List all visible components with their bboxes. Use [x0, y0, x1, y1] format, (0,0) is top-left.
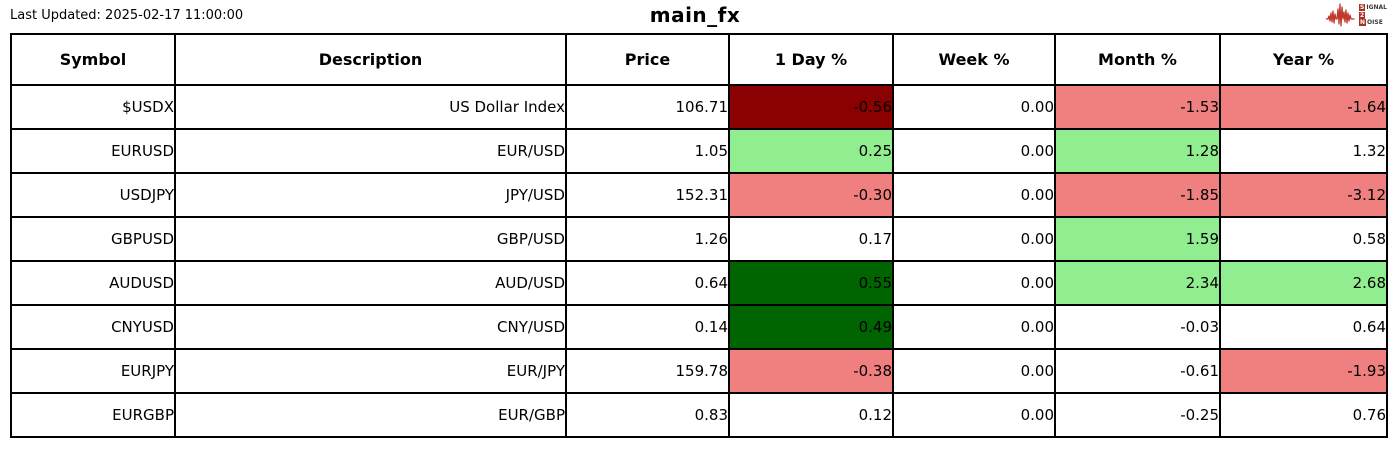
cell-month-pct: -0.61 — [1054, 348, 1221, 394]
cell-month-pct: -0.03 — [1054, 304, 1221, 350]
cell-description: JPY/USD — [174, 172, 567, 218]
logo-text: S IGNAL 2 N OISE — [1359, 4, 1387, 27]
cell-week-pct: 0.00 — [892, 348, 1056, 394]
table-row: EURGBP EUR/GBP 0.83 0.12 0.00 -0.25 0.76 — [10, 392, 1388, 438]
table-row: CNYUSD CNY/USD 0.14 0.49 0.00 -0.03 0.64 — [10, 304, 1388, 350]
cell-description: EUR/JPY — [174, 348, 567, 394]
cell-symbol: $USDX — [10, 84, 176, 130]
col-header-year-pct: Year % — [1219, 33, 1388, 86]
cell-description: GBP/USD — [174, 216, 567, 262]
cell-month-pct: 2.34 — [1054, 260, 1221, 306]
cell-year-pct: 0.64 — [1219, 304, 1388, 350]
cell-symbol: EURJPY — [10, 348, 176, 394]
cell-symbol: AUDUSD — [10, 260, 176, 306]
cell-price: 1.05 — [565, 128, 730, 174]
col-header-price: Price — [565, 33, 730, 86]
cell-month-pct: -1.85 — [1054, 172, 1221, 218]
cell-year-pct: 0.76 — [1219, 392, 1388, 438]
cell-year-pct: 2.68 — [1219, 260, 1388, 306]
cell-description: AUD/USD — [174, 260, 567, 306]
cell-description: US Dollar Index — [174, 84, 567, 130]
col-header-day-pct: 1 Day % — [728, 33, 894, 86]
cell-day-pct: 0.17 — [728, 216, 894, 262]
cell-week-pct: 0.00 — [892, 84, 1056, 130]
logo-line-noise: N OISE — [1359, 19, 1387, 27]
col-header-week-pct: Week % — [892, 33, 1056, 86]
cell-month-pct: -0.25 — [1054, 392, 1221, 438]
cell-day-pct: -0.30 — [728, 172, 894, 218]
logo-badge-s: S — [1359, 4, 1366, 11]
cell-day-pct: 0.25 — [728, 128, 894, 174]
col-header-description: Description — [174, 33, 567, 86]
cell-price: 106.71 — [565, 84, 730, 130]
table-row: $USDX US Dollar Index 106.71 -0.56 0.00 … — [10, 84, 1388, 130]
cell-symbol: EURUSD — [10, 128, 176, 174]
cell-day-pct: 0.55 — [728, 260, 894, 306]
table-row: EURUSD EUR/USD 1.05 0.25 0.00 1.28 1.32 — [10, 128, 1388, 174]
cell-price: 152.31 — [565, 172, 730, 218]
cell-week-pct: 0.00 — [892, 216, 1056, 262]
last-updated-label: Last Updated: 2025-02-17 11:00:00 — [10, 8, 244, 23]
page-title: main_fx — [649, 3, 741, 27]
logo-rest-oise: OISE — [1367, 18, 1383, 26]
logo-badge-n: N — [1359, 19, 1367, 26]
cell-week-pct: 0.00 — [892, 128, 1056, 174]
table-row: AUDUSD AUD/USD 0.64 0.55 0.00 2.34 2.68 — [10, 260, 1388, 306]
table-row: USDJPY JPY/USD 152.31 -0.30 0.00 -1.85 -… — [10, 172, 1388, 218]
cell-month-pct: -1.53 — [1054, 84, 1221, 130]
cell-week-pct: 0.00 — [892, 260, 1056, 306]
table-row: EURJPY EUR/JPY 159.78 -0.38 0.00 -0.61 -… — [10, 348, 1388, 394]
cell-year-pct: 1.32 — [1219, 128, 1388, 174]
cell-symbol: EURGBP — [10, 392, 176, 438]
signal2noise-logo: S IGNAL 2 N OISE — [1326, 1, 1387, 29]
cell-week-pct: 0.00 — [892, 392, 1056, 438]
cell-symbol: CNYUSD — [10, 304, 176, 350]
col-header-month-pct: Month % — [1054, 33, 1221, 86]
cell-price: 0.64 — [565, 260, 730, 306]
cell-day-pct: 0.12 — [728, 392, 894, 438]
cell-week-pct: 0.00 — [892, 304, 1056, 350]
logo-line-2: 2 — [1359, 11, 1387, 19]
cell-week-pct: 0.00 — [892, 172, 1056, 218]
header-row: Symbol Description Price 1 Day % Week % … — [10, 33, 1388, 86]
cell-symbol: USDJPY — [10, 172, 176, 218]
cell-price: 0.83 — [565, 392, 730, 438]
logo-rest-ignal: IGNAL — [1366, 3, 1387, 11]
cell-description: EUR/GBP — [174, 392, 567, 438]
logo-line-signal: S IGNAL — [1359, 4, 1387, 12]
fx-table: Symbol Description Price 1 Day % Week % … — [10, 33, 1388, 438]
table-row: GBPUSD GBP/USD 1.26 0.17 0.00 1.59 0.58 — [10, 216, 1388, 262]
cell-day-pct: -0.38 — [728, 348, 894, 394]
cell-year-pct: -3.12 — [1219, 172, 1388, 218]
waveform-icon — [1326, 3, 1355, 27]
cell-symbol: GBPUSD — [10, 216, 176, 262]
cell-month-pct: 1.59 — [1054, 216, 1221, 262]
cell-price: 0.14 — [565, 304, 730, 350]
cell-day-pct: 0.49 — [728, 304, 894, 350]
cell-month-pct: 1.28 — [1054, 128, 1221, 174]
cell-description: CNY/USD — [174, 304, 567, 350]
cell-year-pct: 0.58 — [1219, 216, 1388, 262]
cell-price: 1.26 — [565, 216, 730, 262]
cell-description: EUR/USD — [174, 128, 567, 174]
col-header-symbol: Symbol — [10, 33, 176, 86]
cell-year-pct: -1.93 — [1219, 348, 1388, 394]
cell-price: 159.78 — [565, 348, 730, 394]
cell-year-pct: -1.64 — [1219, 84, 1388, 130]
cell-day-pct: -0.56 — [728, 84, 894, 130]
logo-badge-2: 2 — [1359, 11, 1366, 19]
